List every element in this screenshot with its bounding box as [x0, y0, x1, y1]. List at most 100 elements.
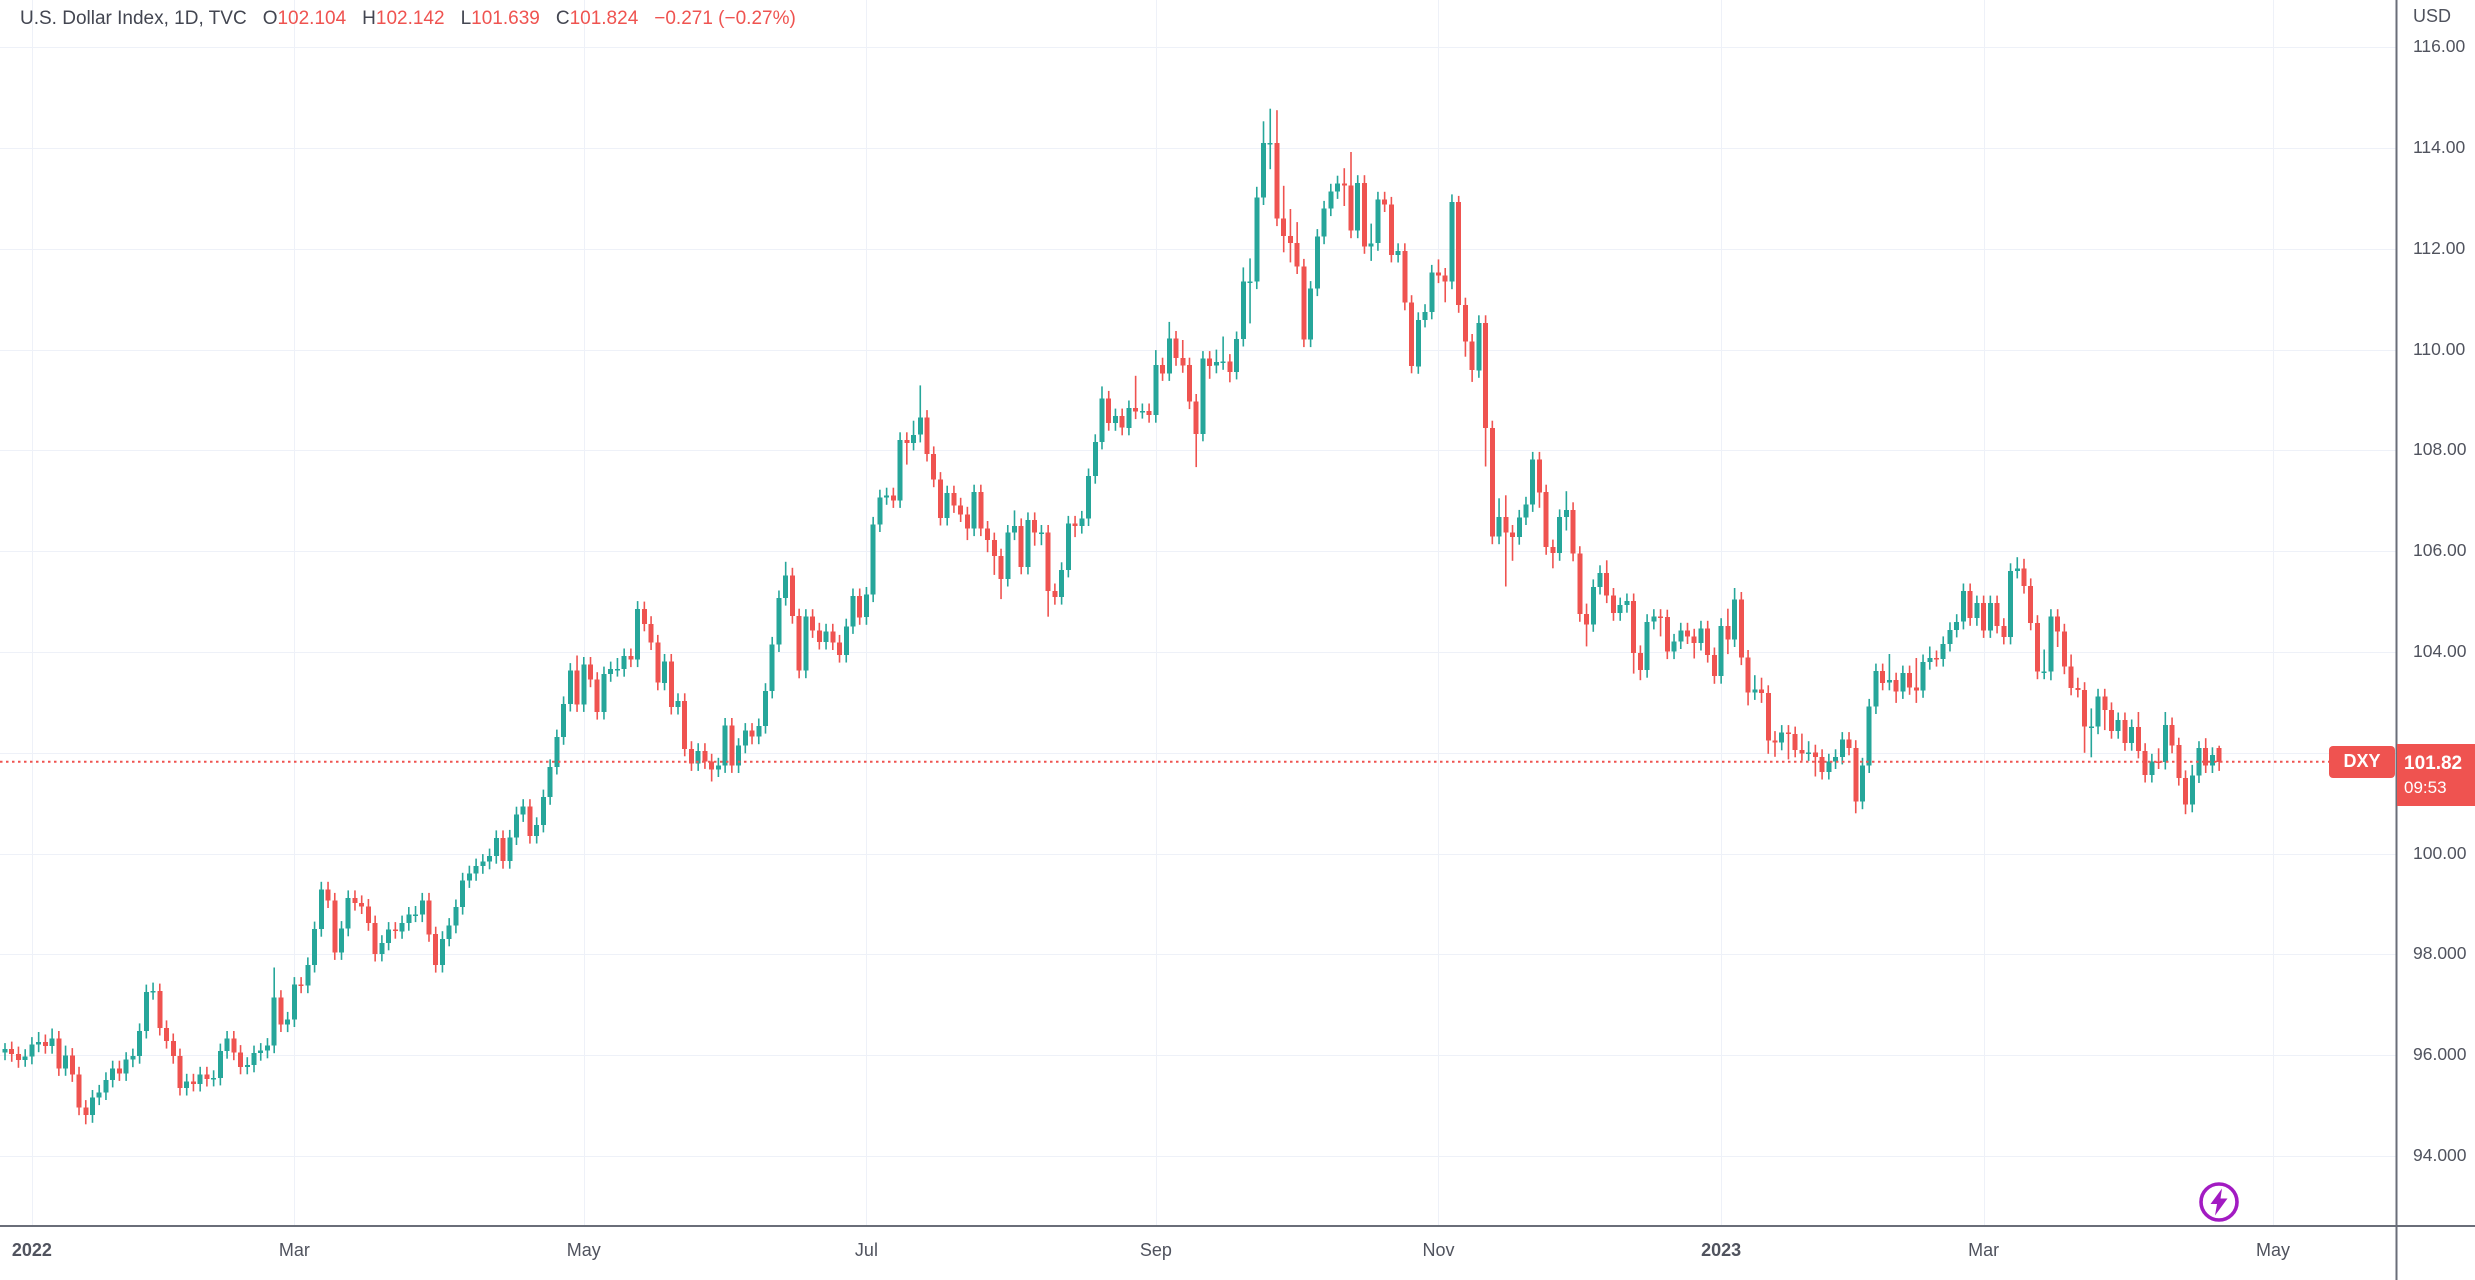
- candle-down: [1577, 553, 1583, 615]
- instant-order-button[interactable]: [2196, 1179, 2242, 1225]
- candle-up: [917, 417, 923, 435]
- candle-up: [1752, 689, 1758, 693]
- candle-up: [1516, 517, 1522, 538]
- candle-down: [1503, 516, 1509, 533]
- candle-up: [1987, 603, 1993, 631]
- candle-up: [715, 765, 721, 770]
- candle-wick: [2090, 708, 2093, 758]
- candle-down: [204, 1074, 210, 1079]
- candle-wick: [1754, 675, 1756, 700]
- candle-down: [157, 991, 163, 1028]
- time-axis-label: Jul: [854, 1240, 878, 1260]
- candle-down: [702, 750, 708, 762]
- symbol-title[interactable]: U.S. Dollar Index, 1D, TVC: [20, 8, 247, 29]
- candle-down: [1893, 680, 1899, 692]
- candle-up: [1314, 236, 1320, 289]
- candle-up: [224, 1038, 230, 1052]
- symbol-price-flag[interactable]: DXY: [2329, 745, 2395, 778]
- candle-wick: [919, 385, 922, 443]
- candle-down: [1685, 630, 1690, 637]
- price-scale-currency: USD: [2413, 6, 2452, 26]
- candle-up: [123, 1059, 129, 1074]
- candle-up: [1220, 361, 1226, 364]
- candle-up: [184, 1081, 190, 1088]
- candle-down: [1510, 532, 1516, 538]
- candle-down: [2028, 586, 2034, 623]
- candle-up: [971, 492, 977, 529]
- time-scale[interactable]: [0, 1227, 2475, 1280]
- candle-down: [170, 1041, 176, 1057]
- candle-wick: [1343, 168, 1346, 206]
- candle-up: [413, 914, 419, 917]
- candle-up: [1240, 281, 1246, 340]
- candle-up: [2014, 568, 2020, 571]
- candle-wick: [1659, 609, 1662, 637]
- candle-down: [688, 748, 694, 764]
- time-axis-label: May: [2255, 1240, 2291, 1260]
- candle-up: [1698, 628, 1704, 643]
- candle-up: [1038, 532, 1044, 535]
- open-label: O: [262, 8, 278, 29]
- candle-up: [453, 907, 459, 926]
- candle-up: [507, 837, 513, 862]
- candle-down: [332, 900, 338, 953]
- candle-down: [1281, 218, 1287, 237]
- candle-down: [1819, 756, 1825, 772]
- candle-up: [312, 929, 318, 965]
- candle-up: [1375, 199, 1381, 244]
- candle-wick: [1585, 603, 1588, 647]
- candle-down: [1705, 628, 1711, 655]
- symbol-legend[interactable]: U.S. Dollar Index, 1D, TVC O102.104 H102.1…: [20, 8, 796, 30]
- candle-up: [1859, 765, 1865, 802]
- candle-up: [1166, 338, 1172, 374]
- candle-up: [1597, 572, 1603, 587]
- candle-down: [1186, 365, 1192, 402]
- candle-down: [1133, 408, 1139, 412]
- candle-up: [513, 814, 519, 838]
- candle-down: [1160, 365, 1166, 374]
- candle-up: [271, 997, 277, 1046]
- candle-up: [1267, 143, 1273, 145]
- candle-down: [1388, 204, 1394, 255]
- candle-wick: [1814, 744, 1817, 777]
- candle-up: [884, 495, 890, 498]
- candle-up: [870, 524, 876, 595]
- candle-down: [1543, 492, 1549, 548]
- candle-down: [2034, 622, 2040, 672]
- candle-down: [729, 725, 735, 766]
- candle-up: [1866, 706, 1872, 766]
- candle-up: [251, 1053, 257, 1065]
- candle-down: [1119, 416, 1125, 428]
- candle-wick: [1040, 525, 1043, 546]
- candle-down: [2216, 747, 2222, 762]
- candle-up: [217, 1051, 223, 1078]
- candle-up: [291, 984, 297, 1020]
- candle-up: [493, 838, 499, 857]
- candle-wick: [1801, 733, 1803, 761]
- candle-up: [22, 1056, 28, 1061]
- candle-up: [1974, 603, 1980, 619]
- candle-down: [2102, 696, 2108, 710]
- candle-down: [1880, 671, 1886, 683]
- candle-down: [594, 679, 600, 712]
- candle-wick: [1444, 268, 1447, 303]
- candle-wick: [1074, 515, 1076, 538]
- candle-up: [911, 434, 917, 443]
- candle-down: [190, 1081, 196, 1084]
- candle-up: [1321, 208, 1327, 237]
- candle-down: [2021, 568, 2027, 586]
- candle-wick: [2016, 557, 2019, 579]
- symbol-price-flag-text: DXY: [2343, 751, 2381, 772]
- last-price-axis-label[interactable]: 101.82 09:53: [2397, 743, 2475, 806]
- candle-down: [682, 700, 688, 749]
- price-tick-label: 104.00: [2413, 641, 2467, 661]
- candle-up: [137, 1031, 143, 1057]
- candle-up: [399, 923, 405, 932]
- candle-wick: [1269, 108, 1272, 170]
- candle-down: [985, 528, 991, 541]
- price-scale[interactable]: [2397, 0, 2475, 1225]
- candle-up: [2196, 747, 2202, 776]
- candle-up: [601, 674, 607, 712]
- candle-down: [1785, 732, 1791, 735]
